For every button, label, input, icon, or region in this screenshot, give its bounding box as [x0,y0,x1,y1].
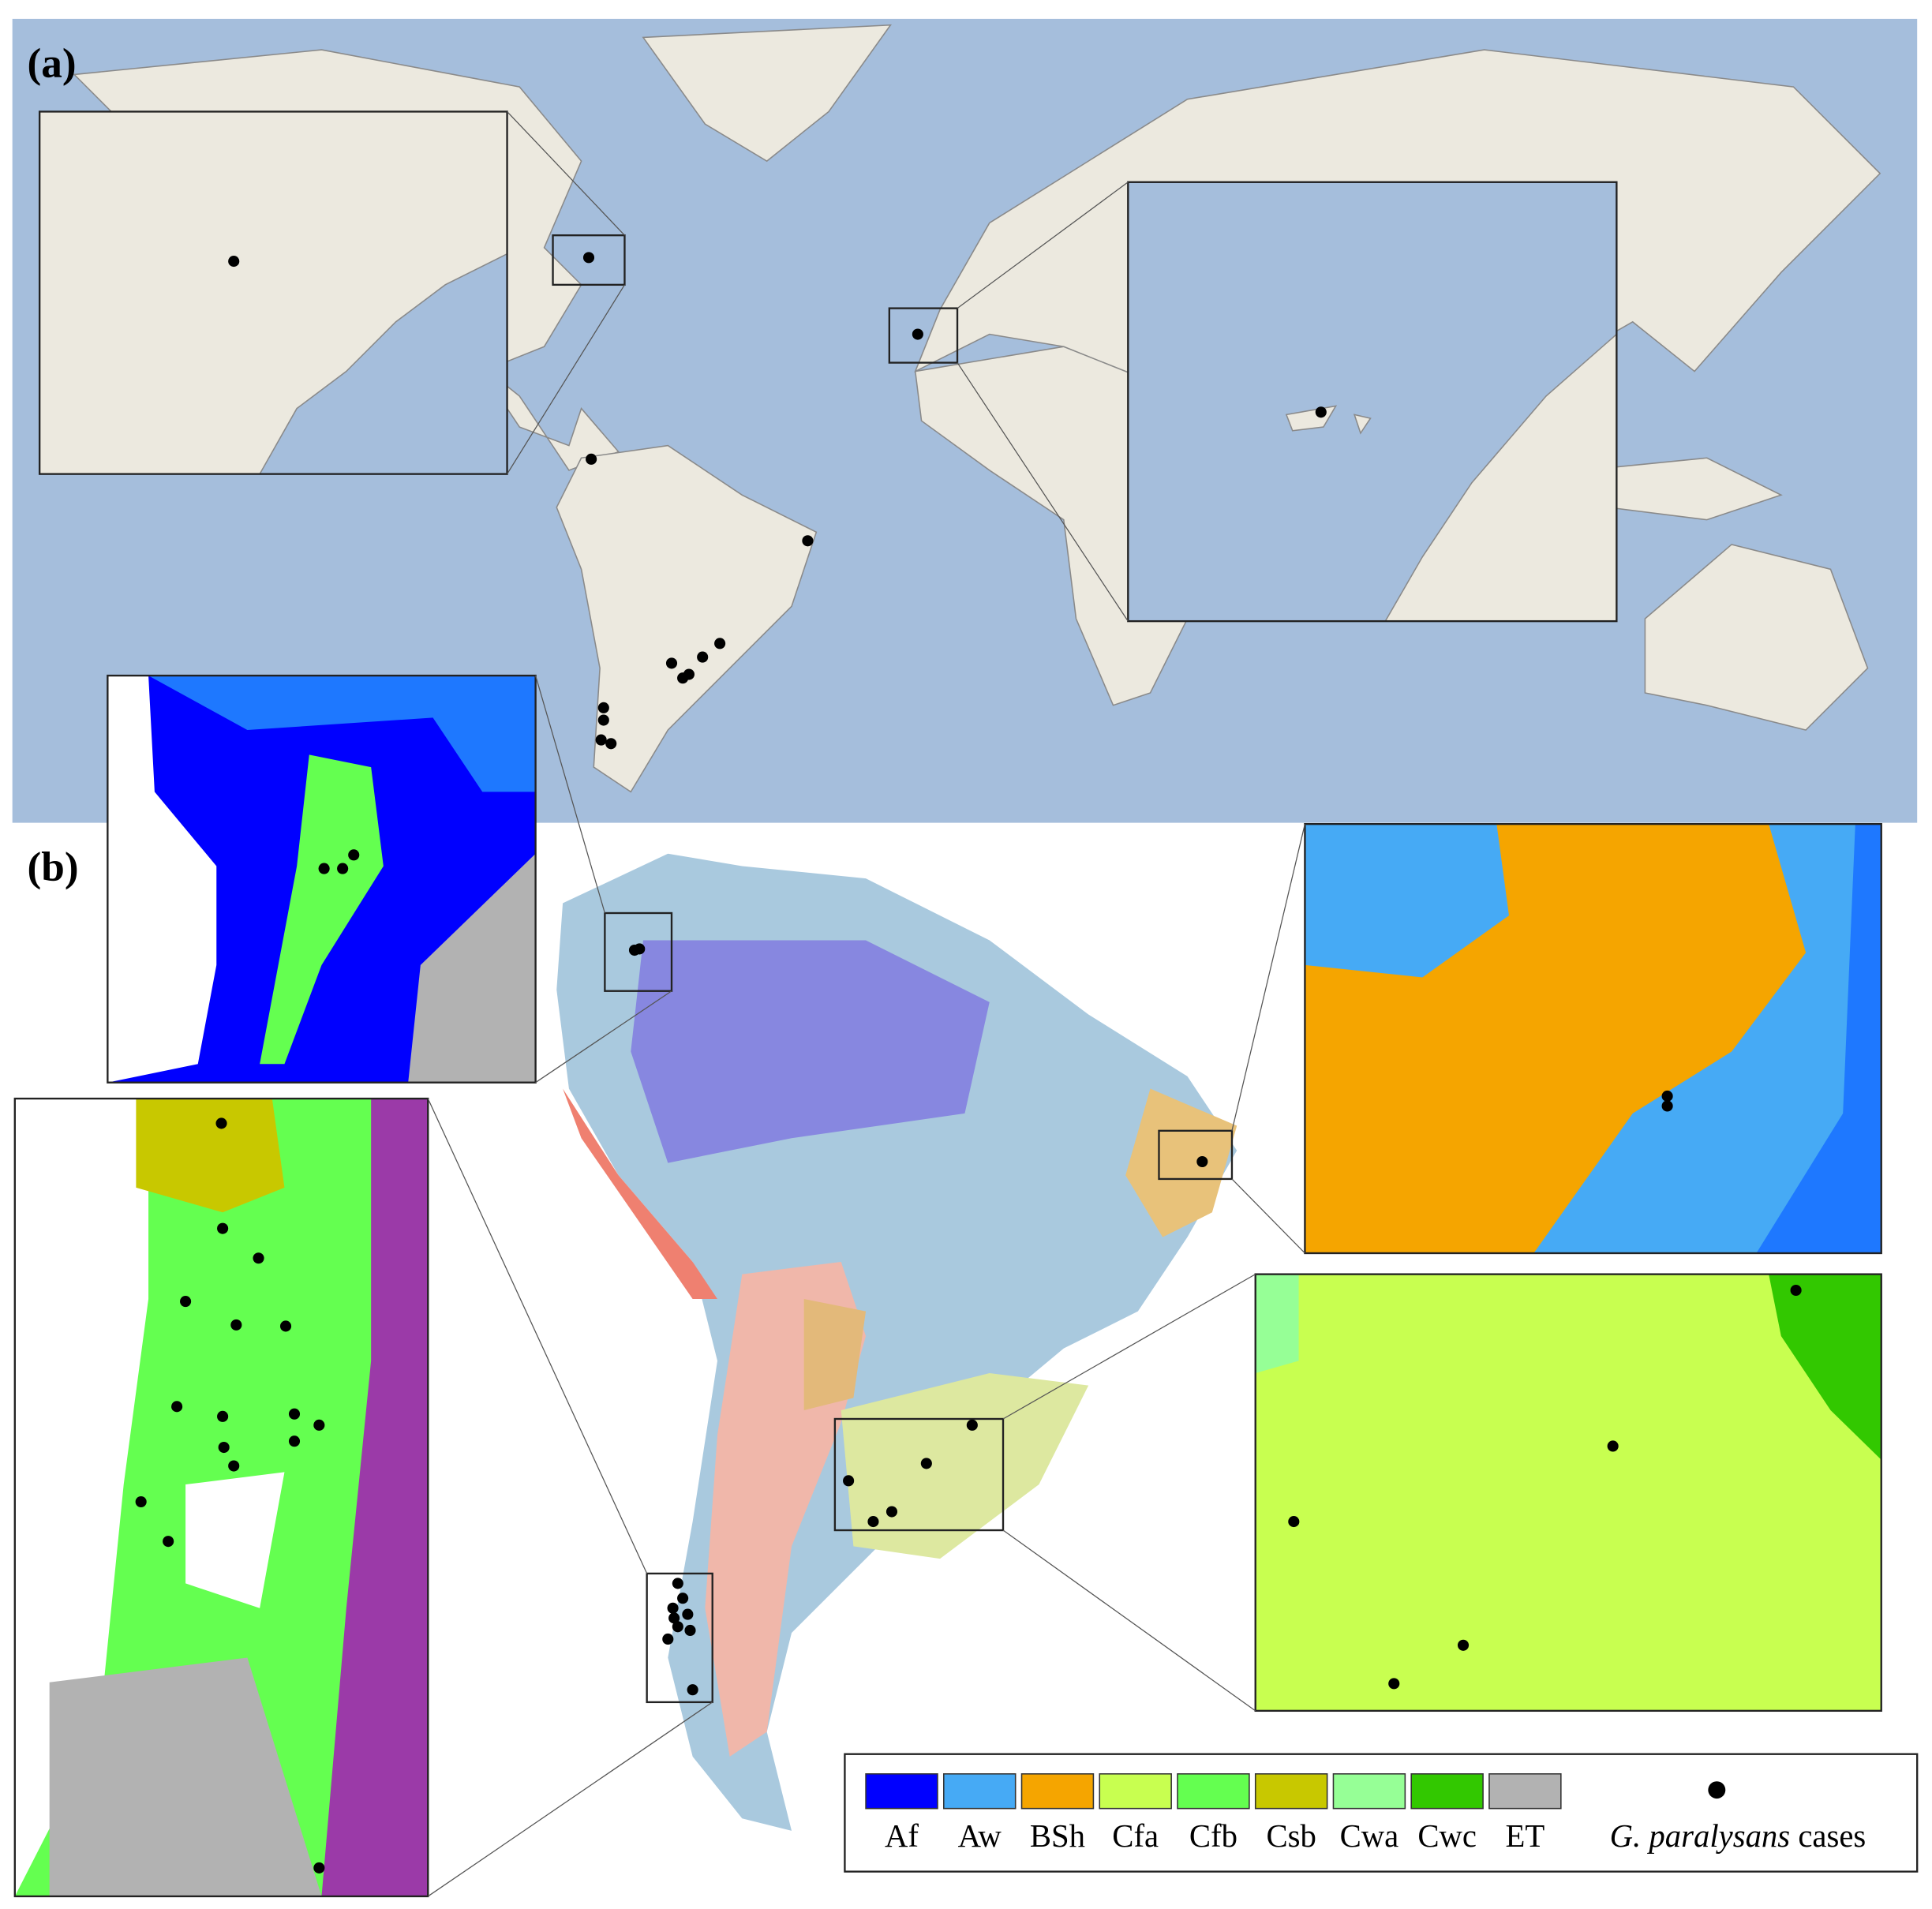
case-point [228,256,240,268]
case-point [677,1593,689,1604]
case-point [228,1460,240,1472]
legend-label: Csb [1266,1818,1316,1854]
case-point [318,863,330,874]
legend-swatch [1020,1773,1095,1810]
case-point [1790,1284,1802,1297]
inset-frame [38,110,508,475]
case-point [337,863,349,874]
case-point [672,1578,683,1589]
panel-label: (a) [27,40,76,87]
leader [507,284,625,474]
leader [507,111,625,236]
case-point [687,1684,698,1696]
legend-swatch [943,1773,1017,1810]
case-point [634,943,646,955]
case-point [597,714,609,726]
case-point [667,1602,679,1614]
legend-swatch [1488,1773,1562,1810]
case-point [912,328,923,340]
case-point [1661,1100,1673,1112]
cases: cases [1798,1818,1866,1854]
case-point [843,1475,855,1487]
case-point [714,638,726,649]
inset-frame [1127,181,1618,623]
legend-label: Cwa [1340,1818,1399,1854]
case-point [1288,1516,1300,1528]
legend-swatch [1332,1773,1406,1810]
legend-swatch [1099,1773,1172,1810]
case-point [253,1252,264,1264]
case-point [348,849,360,861]
case-point [682,1608,694,1620]
case-point [279,1320,292,1332]
case-point [966,1419,978,1431]
legend-swatch [1254,1773,1328,1810]
case-point [586,453,597,465]
panel-label: (b) [27,844,78,890]
case-point [867,1516,879,1528]
case-point [662,1633,674,1645]
australia [1644,544,1869,731]
case-point [1196,1155,1208,1168]
case-point [605,738,617,750]
case-point [684,1624,696,1637]
case-point [697,651,709,663]
case-point [135,1495,147,1508]
legend-label: BSh [1030,1818,1085,1854]
south-america [556,444,818,793]
case-point [802,535,814,547]
case-point [595,734,607,746]
case-point [230,1319,242,1331]
case-point [215,1117,227,1129]
legend-label: G. paralysans cases [1610,1818,1866,1854]
case-point [886,1506,898,1518]
case-point [582,252,595,264]
case-point [597,702,609,713]
legend-label: Cfa [1112,1818,1159,1854]
case-point [683,668,695,680]
legend-label: Af [885,1818,919,1854]
legend-swatch [1410,1773,1484,1810]
legend-items: Af Aw BSh Cfa Cfb Csb Cwa Cwc ET [865,1773,1562,1854]
legend-label: Cwc [1417,1818,1477,1854]
case-point [288,1435,301,1447]
greenland [642,24,892,163]
case-point [1661,1090,1673,1102]
case-point [668,1612,680,1624]
case-point [217,1410,229,1422]
case-point [1315,406,1327,418]
case-point [163,1536,174,1548]
case-point [1388,1678,1400,1690]
case-point [217,1222,229,1234]
case-point [218,1441,230,1454]
legend-label: ET [1506,1818,1545,1854]
case-point [920,1458,932,1469]
case-point [665,657,678,669]
case-point [313,1862,325,1873]
leader [957,362,1129,622]
zoom-box [888,307,959,364]
case-points [135,252,1802,1873]
leader [957,182,1129,309]
case-point [180,1296,192,1308]
legend-label: Aw [958,1818,1002,1854]
case-point [1457,1639,1470,1651]
case-point [288,1408,301,1420]
south-america-climate [556,853,1237,1831]
case-point [672,1621,683,1633]
legend-dot [1708,1781,1726,1799]
zoom-box [552,234,626,286]
legend-label: Cfb [1189,1818,1237,1854]
case-point [171,1401,183,1413]
case-point [313,1419,325,1431]
case-point [1607,1440,1619,1452]
legend-swatch [865,1773,938,1810]
legend-swatch [1177,1773,1250,1810]
species: G. paralysans [1610,1818,1791,1854]
